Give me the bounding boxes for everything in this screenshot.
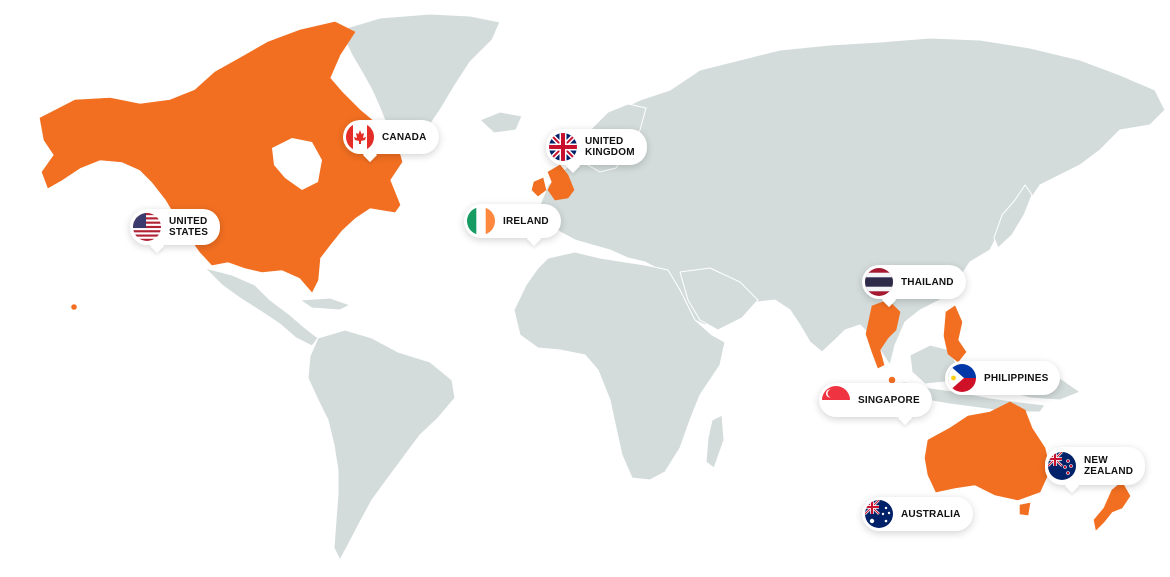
- australia-pin[interactable]: AUSTRALIA: [862, 497, 973, 531]
- greenland-region: [339, 13, 501, 151]
- united-kingdom-highlight: [547, 164, 575, 201]
- philippines-pin[interactable]: PHILIPPINES: [945, 361, 1061, 395]
- japan-region: [993, 184, 1033, 249]
- thailand-label: THAILAND: [901, 276, 954, 288]
- australia-label: AUSTRALIA: [901, 508, 961, 520]
- philippines-label: PHILIPPINES: [984, 372, 1049, 384]
- thailand-highlight: [865, 299, 901, 369]
- ireland-highlight: [531, 177, 547, 197]
- north-america-highlight: [39, 21, 403, 293]
- africa-region: [513, 251, 726, 481]
- united-kingdom-label: UNITED KINGDOM: [585, 136, 635, 158]
- new-zealand-highlight: [1093, 481, 1131, 531]
- new-zealand-pin[interactable]: NEW ZEALAND: [1045, 447, 1146, 485]
- central-america-region: [203, 267, 319, 347]
- thailand-pin[interactable]: THAILAND: [862, 265, 966, 299]
- madagascar-region: [705, 414, 725, 469]
- south-america-region: [307, 329, 456, 562]
- singapore-flag-icon: [822, 386, 850, 414]
- hawaii-region: [71, 304, 77, 310]
- united-kingdom-pin[interactable]: UNITED KINGDOM: [546, 129, 647, 165]
- philippines-flag-icon: [948, 364, 976, 392]
- philippines-highlight: [943, 305, 967, 363]
- singapore-label: SINGAPORE: [858, 394, 920, 406]
- caribbean-region: [298, 297, 352, 311]
- ireland-flag-icon: [467, 207, 495, 235]
- new-zealand-label: NEW ZEALAND: [1084, 455, 1134, 477]
- arabia-region: [679, 267, 759, 331]
- australia-highlight: [924, 401, 1051, 501]
- united-states-pin[interactable]: UNITED STATES: [130, 209, 221, 245]
- thailand-flag-icon: [865, 268, 893, 296]
- singapore-pin[interactable]: SINGAPORE: [819, 383, 932, 417]
- canada-label: CANADA: [382, 131, 427, 143]
- united-states-flag-icon: [133, 213, 161, 241]
- hudson-bay-region: [272, 138, 322, 190]
- united-states-label: UNITED STATES: [169, 216, 209, 238]
- new-zealand-flag-icon: [1048, 452, 1076, 480]
- tasmania-highlight: [1019, 502, 1031, 516]
- canada-pin[interactable]: CANADA: [343, 120, 439, 154]
- ireland-label: IRELAND: [503, 215, 549, 227]
- australia-flag-icon: [865, 500, 893, 528]
- united-kingdom-flag-icon: [549, 133, 577, 161]
- iceland-region: [479, 111, 523, 134]
- ireland-pin[interactable]: IRELAND: [464, 204, 561, 238]
- canada-flag-icon: [346, 123, 374, 151]
